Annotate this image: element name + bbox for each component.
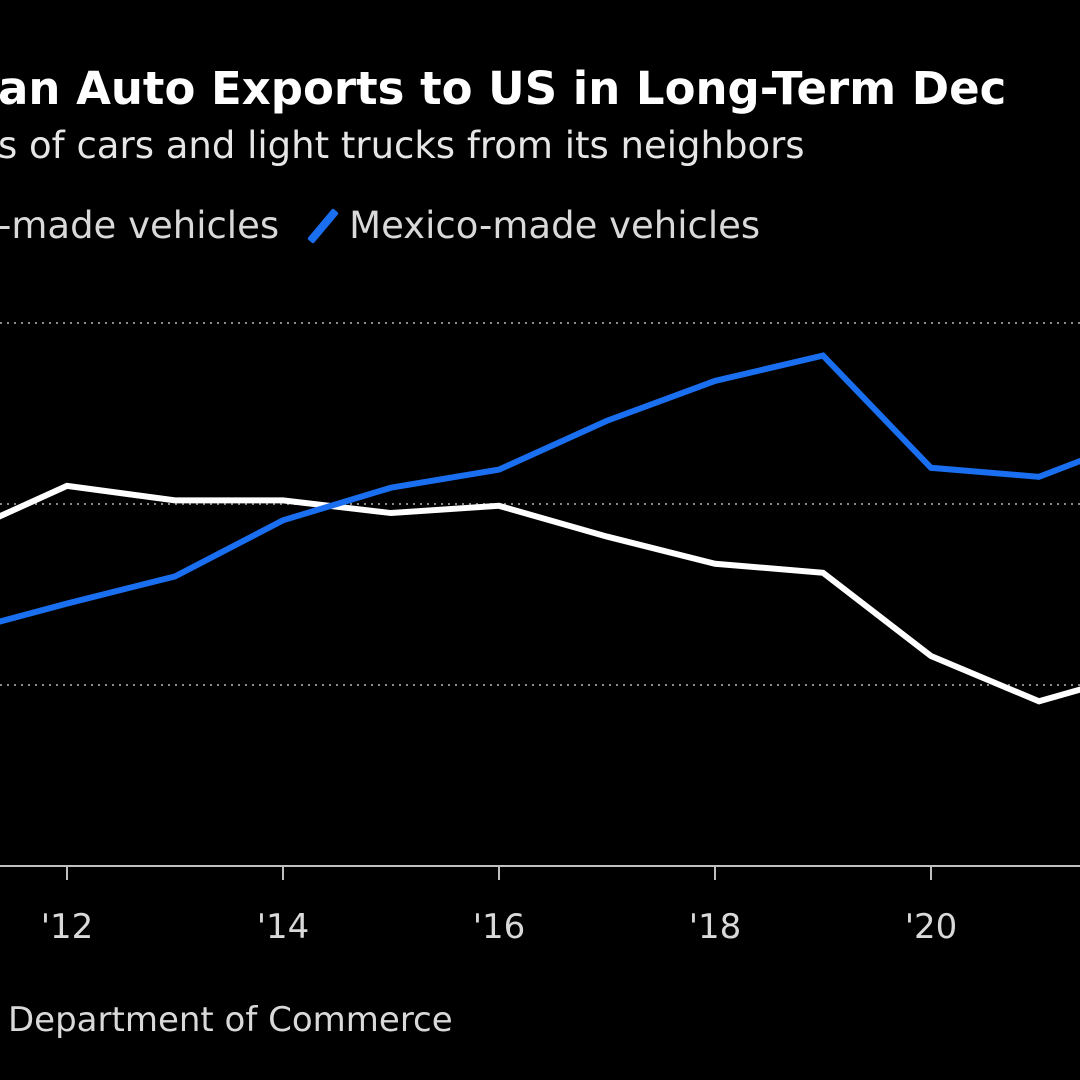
x-tick-label: '20 xyxy=(905,907,958,947)
legend-item-series-1: -made vehicles xyxy=(0,204,279,247)
series-line-1 xyxy=(0,482,1080,705)
source-note: Department of Commerce xyxy=(8,1000,453,1040)
x-tick-label: '18 xyxy=(689,907,742,947)
legend-label: -made vehicles xyxy=(0,204,280,247)
series-line-2 xyxy=(0,352,1080,625)
chart-subtitle: s of cars and light trucks from its neig… xyxy=(0,124,805,167)
legend-item-series-2: Mexico-made vehicles xyxy=(279,204,760,247)
legend-label: Mexico-made vehicles xyxy=(349,204,761,247)
x-tick-label: '14 xyxy=(257,907,310,947)
x-tick-label: '16 xyxy=(473,907,526,947)
chart-title: an Auto Exports to US in Long-Term Dec xyxy=(0,62,1007,115)
x-tick-label: '12 xyxy=(41,907,94,947)
legend: -made vehicles Mexico-made vehicles xyxy=(0,204,760,247)
